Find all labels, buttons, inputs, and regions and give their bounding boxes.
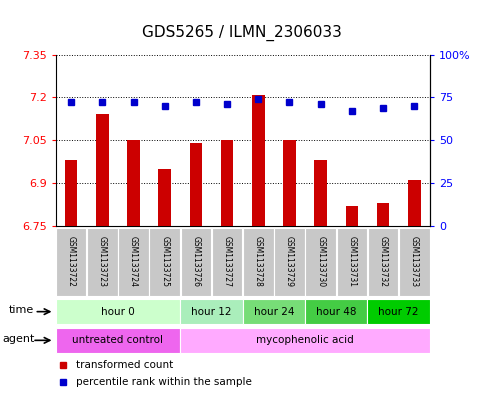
Bar xyxy=(305,228,336,296)
Bar xyxy=(118,228,149,296)
Text: GSM1133725: GSM1133725 xyxy=(160,237,169,287)
Text: untreated control: untreated control xyxy=(72,335,163,345)
Bar xyxy=(56,228,86,296)
Bar xyxy=(243,228,273,296)
Bar xyxy=(399,228,429,296)
Text: GSM1133727: GSM1133727 xyxy=(223,237,232,287)
Bar xyxy=(252,95,265,226)
Text: GSM1133732: GSM1133732 xyxy=(379,237,387,287)
Bar xyxy=(87,228,118,296)
Text: GSM1133730: GSM1133730 xyxy=(316,236,325,288)
Text: hour 0: hour 0 xyxy=(101,307,135,317)
Text: GSM1133728: GSM1133728 xyxy=(254,237,263,287)
Bar xyxy=(56,299,180,324)
Bar xyxy=(181,228,211,296)
Text: mycophenolic acid: mycophenolic acid xyxy=(256,335,354,345)
Text: transformed count: transformed count xyxy=(76,360,173,370)
Text: GSM1133729: GSM1133729 xyxy=(285,237,294,287)
Bar xyxy=(368,228,398,296)
Bar xyxy=(242,299,305,324)
Bar xyxy=(377,203,389,226)
Text: GSM1133726: GSM1133726 xyxy=(191,237,200,287)
Text: hour 48: hour 48 xyxy=(316,307,356,317)
Bar xyxy=(337,228,367,296)
Text: GDS5265 / ILMN_2306033: GDS5265 / ILMN_2306033 xyxy=(142,25,341,41)
Bar xyxy=(96,114,109,226)
Bar xyxy=(65,160,77,226)
Text: GSM1133722: GSM1133722 xyxy=(67,237,76,287)
Bar xyxy=(149,228,180,296)
Bar xyxy=(180,328,430,353)
Bar xyxy=(274,228,305,296)
Bar xyxy=(180,299,242,324)
Bar xyxy=(314,160,327,226)
Bar xyxy=(368,299,430,324)
Text: GSM1133724: GSM1133724 xyxy=(129,237,138,287)
Bar xyxy=(346,206,358,226)
Text: GSM1133733: GSM1133733 xyxy=(410,236,419,288)
Bar xyxy=(305,299,368,324)
Bar xyxy=(190,143,202,226)
Text: GSM1133731: GSM1133731 xyxy=(347,237,356,287)
Text: hour 12: hour 12 xyxy=(191,307,232,317)
Bar xyxy=(283,140,296,226)
Bar xyxy=(212,228,242,296)
Bar xyxy=(408,180,421,226)
Bar xyxy=(128,140,140,226)
Text: GSM1133723: GSM1133723 xyxy=(98,237,107,287)
Text: percentile rank within the sample: percentile rank within the sample xyxy=(76,377,252,387)
Text: hour 24: hour 24 xyxy=(254,307,294,317)
Text: agent: agent xyxy=(3,334,35,344)
Text: time: time xyxy=(8,305,34,315)
Bar xyxy=(56,328,180,353)
Text: hour 72: hour 72 xyxy=(378,307,419,317)
Bar xyxy=(158,169,171,226)
Bar xyxy=(221,140,233,226)
